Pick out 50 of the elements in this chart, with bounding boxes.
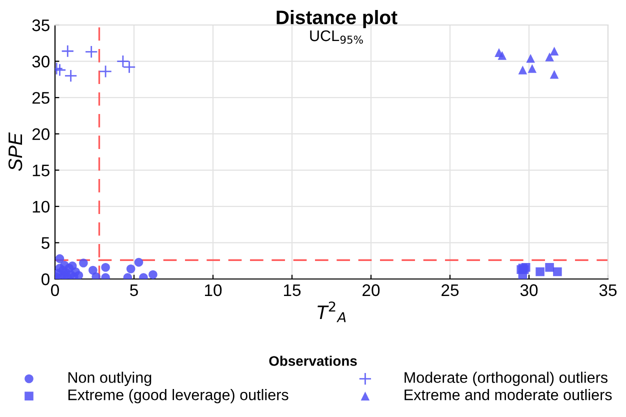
- x-tick-label: 5: [130, 284, 138, 296]
- point: [101, 262, 110, 272]
- point: [521, 262, 530, 272]
- point: [55, 254, 64, 264]
- point: [134, 258, 144, 267]
- point: [148, 270, 158, 279]
- point: [126, 264, 136, 274]
- y-axis-title: SPE: [8, 132, 22, 171]
- point: [545, 262, 554, 272]
- point: [498, 51, 507, 60]
- legend-label: Non outlying: [68, 372, 152, 386]
- point: [64, 69, 78, 82]
- point: [61, 44, 74, 58]
- point: [550, 46, 559, 56]
- point: [79, 258, 88, 268]
- x-tick-label: 10: [205, 284, 222, 296]
- legend-label: Moderate (orthogonal) outliers: [404, 372, 608, 386]
- point: [84, 45, 98, 58]
- y-tick-label: 25: [32, 92, 50, 104]
- point: [518, 66, 528, 74]
- point: [99, 64, 112, 78]
- y-tick-label: 20: [32, 128, 50, 140]
- x-tick-label: 35: [599, 284, 617, 296]
- y-tick-label: 30: [32, 56, 50, 68]
- point: [116, 54, 130, 68]
- point: [550, 70, 559, 79]
- point: [553, 267, 562, 276]
- x-tick-label: 0: [51, 284, 59, 296]
- legend-label: Extreme and moderate outliers: [404, 389, 612, 400]
- chart-subtitle: UCL$_{95%}$: [310, 30, 363, 44]
- point: [74, 270, 84, 279]
- x-tick-label: 20: [362, 284, 380, 296]
- point: [526, 54, 535, 63]
- y-tick-label: 5: [42, 237, 50, 249]
- point: [528, 64, 537, 73]
- point: [545, 52, 554, 62]
- legend-title: Observations: [269, 356, 357, 366]
- point: [88, 266, 98, 275]
- point: [536, 267, 544, 276]
- chart-title: Distance plot: [276, 10, 398, 28]
- point: [122, 60, 136, 74]
- y-tick-label: 0: [42, 273, 50, 286]
- y-tick-label: 35: [32, 19, 50, 32]
- y-tick-label: 10: [32, 200, 50, 213]
- legend-label: Extreme (good leverage) outliers: [68, 389, 288, 404]
- y-tick-label: 15: [32, 164, 50, 176]
- x-tick-label: 30: [520, 284, 538, 296]
- x-axis-title: T$^{2}$$_{A}$: [318, 301, 346, 322]
- x-tick-label: 25: [442, 284, 459, 296]
- x-tick-label: 15: [284, 284, 301, 296]
